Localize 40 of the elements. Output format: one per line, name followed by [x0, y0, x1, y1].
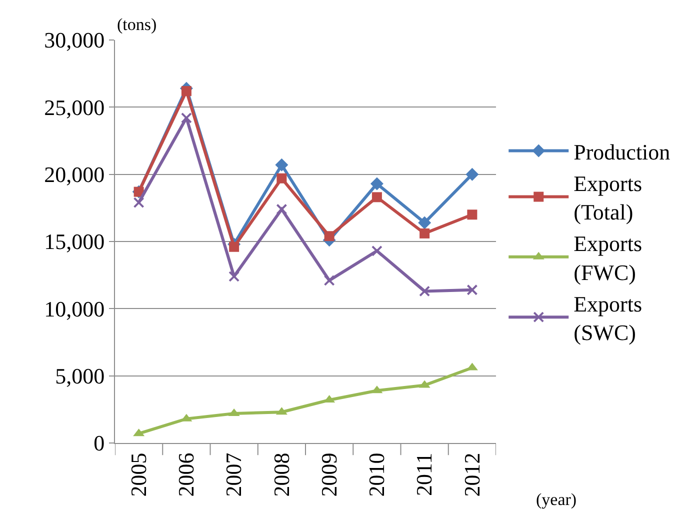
- y-tick-label: 20,000: [44, 162, 105, 188]
- x-tick-label: 2010: [364, 452, 390, 497]
- y-tick-label: 10,000: [44, 296, 105, 322]
- text: (year): [536, 490, 577, 509]
- point: [228, 270, 240, 282]
- legend-label: Exports (Total): [574, 170, 642, 225]
- legend-label: Exports (FWC): [574, 231, 642, 285]
- point: [371, 245, 382, 256]
- y-tick-label: 5,000: [55, 364, 105, 389]
- point: [324, 231, 334, 242]
- point: [467, 210, 478, 220]
- x-tick-label: 2007: [221, 452, 246, 497]
- x-tick-label: 2012: [459, 452, 484, 497]
- point: [275, 158, 288, 172]
- point: [419, 286, 430, 297]
- x-tick-label: 2011: [412, 452, 437, 496]
- point: [418, 216, 432, 230]
- point: [229, 242, 240, 252]
- text: (tons): [117, 15, 157, 34]
- x-tick-label: 2005: [126, 452, 151, 497]
- point: [370, 177, 384, 190]
- y-tick-label: 15,000: [44, 229, 105, 254]
- point: [133, 197, 144, 208]
- point: [466, 284, 478, 296]
- legend-label: Exports (SWC): [574, 291, 642, 345]
- legend-label: Production: [574, 139, 670, 164]
- y-tick-label: 25,000: [44, 94, 105, 120]
- x-tick-label: 2008: [268, 452, 294, 497]
- point: [276, 204, 288, 215]
- point: [276, 173, 287, 184]
- y-tick-label: 0: [94, 430, 105, 456]
- point: [181, 86, 192, 96]
- point: [420, 228, 430, 238]
- point: [466, 168, 479, 181]
- x-tick-label: 2006: [174, 452, 199, 497]
- x-tick-label: 2009: [316, 452, 342, 497]
- point: [372, 192, 382, 202]
- point: [324, 274, 335, 286]
- y-tick-label: 30,000: [44, 28, 105, 53]
- point: [180, 112, 192, 124]
